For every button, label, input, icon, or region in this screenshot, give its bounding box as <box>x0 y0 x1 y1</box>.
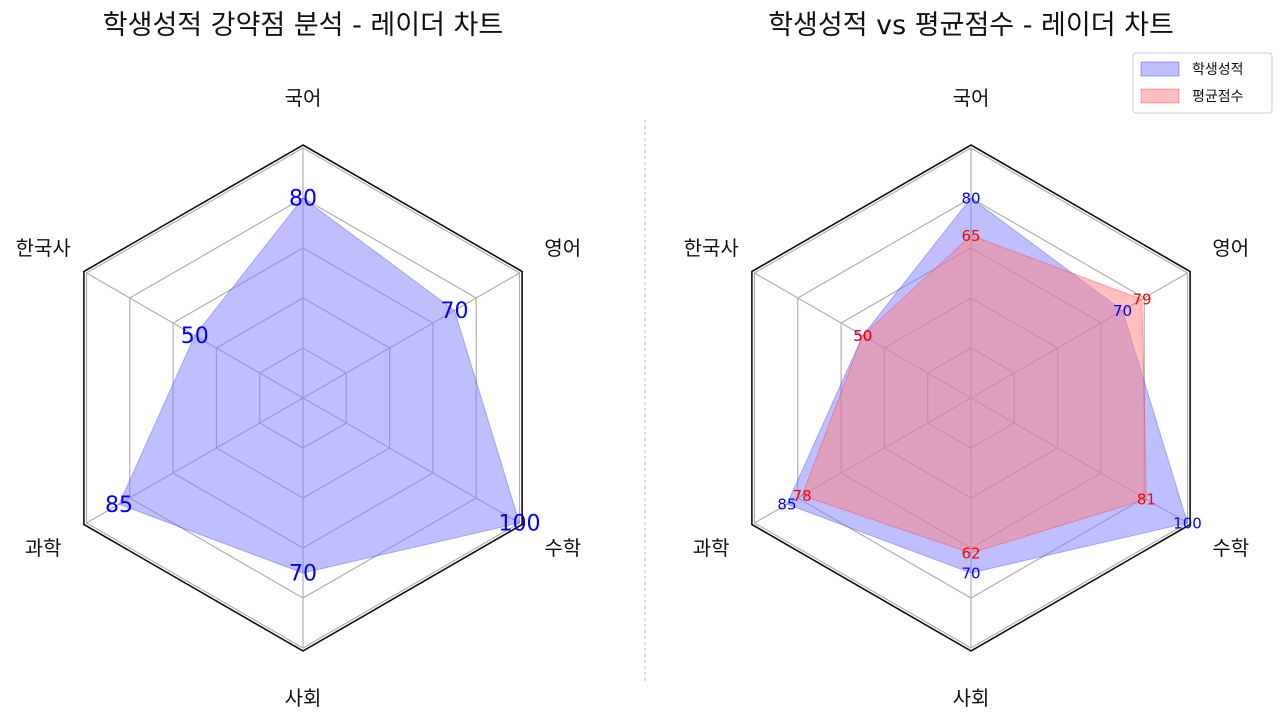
data-label: 79 <box>1132 291 1151 309</box>
data-label: 80 <box>961 189 980 207</box>
chart-title: 학생성적 vs 평균점수 - 레이더 차트 <box>768 10 1174 41</box>
data-label: 50 <box>853 327 872 345</box>
data-label: 85 <box>105 493 133 518</box>
data-label: 62 <box>961 544 980 562</box>
data-label: 70 <box>441 299 469 324</box>
radar-frame <box>83 144 523 652</box>
data-label: 50 <box>853 327 872 345</box>
data-label: 80 <box>289 187 317 212</box>
category-label: 국어 <box>285 86 322 110</box>
category-label: 한국사 <box>684 236 739 260</box>
category-label: 사회 <box>953 686 990 710</box>
data-label: 70 <box>1113 302 1132 320</box>
legend: 학생성적 평균점수 <box>1132 52 1273 114</box>
legend-swatch-average <box>1140 88 1180 104</box>
data-label: 100 <box>1173 514 1202 532</box>
legend-label-average: 평균점수 <box>1192 89 1244 105</box>
category-label: 사회 <box>285 686 322 710</box>
data-label: 78 <box>793 487 812 505</box>
series-area-1 <box>801 234 1147 554</box>
data-label: 81 <box>1137 491 1156 509</box>
category-label: 영어 <box>544 236 581 260</box>
category-label: 국어 <box>953 86 990 110</box>
category-label: 과학 <box>693 536 730 560</box>
category-label: 영어 <box>1212 236 1249 260</box>
series-area-0 <box>118 197 521 574</box>
data-label: 70 <box>961 564 980 582</box>
radar-frame <box>751 144 1191 652</box>
data-label: 70 <box>289 562 317 587</box>
category-label: 수학 <box>1212 536 1249 560</box>
legend-label-student: 학생성적 <box>1192 62 1244 78</box>
data-label: 65 <box>961 227 980 245</box>
legend-swatch-student <box>1140 61 1180 77</box>
data-label: 50 <box>181 324 209 349</box>
chart-title: 학생성적 강약점 분석 - 레이더 차트 <box>103 10 503 41</box>
category-label: 과학 <box>25 536 62 560</box>
category-label: 수학 <box>544 536 581 560</box>
data-label: 85 <box>777 496 796 514</box>
radar-chart-comparison: 학생성적 vs 평균점수 - 레이더 차트 학생성적 평균점수 국어영어수학사회… <box>684 10 1273 710</box>
category-label: 한국사 <box>16 236 71 260</box>
data-label: 100 <box>499 512 541 537</box>
